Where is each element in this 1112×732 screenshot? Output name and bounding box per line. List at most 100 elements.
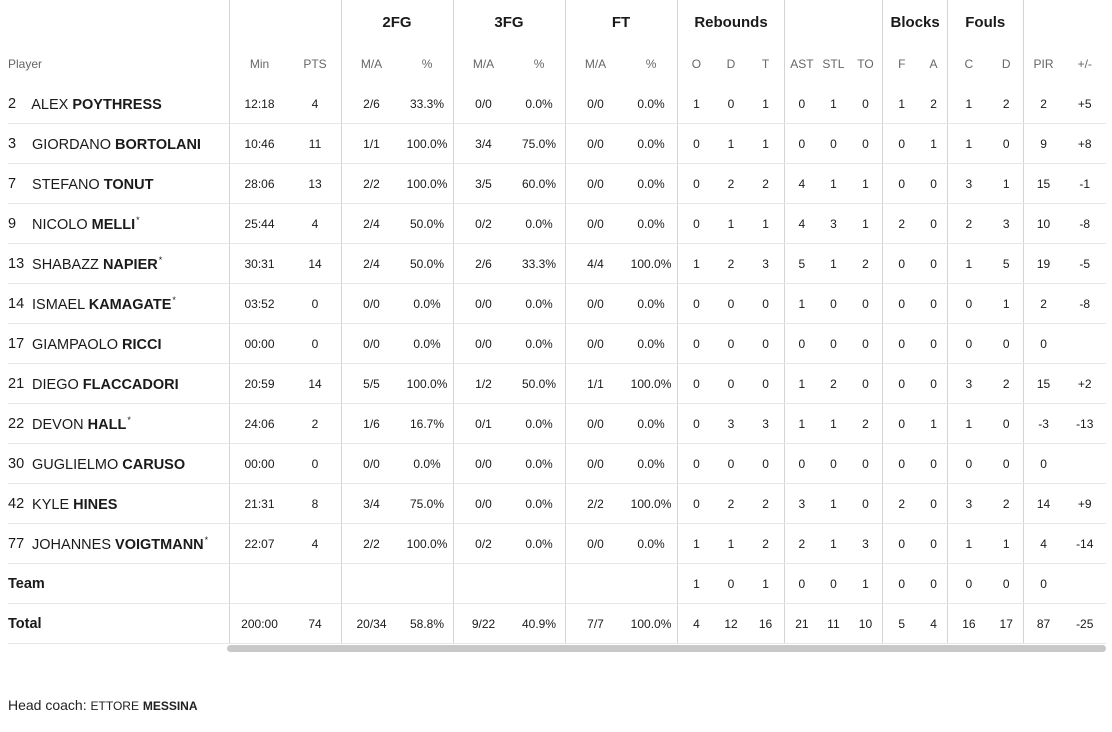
stat-2fg-pct: 100.0% bbox=[401, 123, 453, 164]
column-header-ft-ma: M/A bbox=[564, 44, 626, 84]
stat-min: 200:00 bbox=[228, 603, 290, 644]
player-name-cell[interactable]: 42 KYLE HINES bbox=[8, 483, 229, 524]
stat-ast: 1 bbox=[784, 283, 819, 324]
player-first-name: GIORDANO bbox=[32, 136, 111, 153]
stat-reb-t: 3 bbox=[746, 243, 785, 284]
stat-2fg-pct: 100.0% bbox=[401, 363, 453, 404]
player-name-cell[interactable]: 9 NICOLO MELLI* bbox=[8, 203, 229, 244]
stat-pir: 10 bbox=[1022, 203, 1064, 244]
stat-pir: -3 bbox=[1022, 403, 1064, 444]
stat-foul-c: 16 bbox=[946, 603, 990, 644]
stat-2fg-ma: 5/5 bbox=[340, 363, 402, 404]
stat-pts: 0 bbox=[289, 283, 341, 324]
player-name-cell[interactable]: 77 JOHANNES VOIGTMANN* bbox=[8, 523, 229, 564]
stat-blk-a: 0 bbox=[920, 203, 948, 244]
stat-blk-a: 0 bbox=[920, 283, 948, 324]
player-name-cell[interactable]: 14 ISMAEL KAMAGATE* bbox=[8, 283, 229, 324]
stat-pir: 0 bbox=[1022, 563, 1064, 604]
stat-to: 3 bbox=[848, 523, 883, 564]
stat-min: 03:52 bbox=[228, 283, 290, 324]
player-last-name: FLACCADORI bbox=[82, 376, 179, 393]
player-first-name: JOHANNES bbox=[32, 536, 111, 553]
stat-ft-pct: 0.0% bbox=[625, 283, 678, 324]
stat-ft-pct: 100.0% bbox=[625, 243, 678, 284]
column-header-plus-minus: +/- bbox=[1077, 57, 1092, 71]
stat-foul-d: 0 bbox=[989, 443, 1024, 484]
stat-min: 22:07 bbox=[228, 523, 290, 564]
player-number: 2 bbox=[8, 96, 17, 113]
stat-to: 2 bbox=[848, 403, 883, 444]
player-name-cell[interactable]: 21 DIEGO FLACCADORI bbox=[8, 363, 229, 404]
player-row: 21 DIEGO FLACCADORI 20:59 14 5/5 100.0% 1/2 50… bbox=[8, 363, 1106, 404]
stat-stl: 11 bbox=[818, 603, 849, 644]
head-coach-label: Head coach: bbox=[8, 697, 87, 713]
player-last-name: MELLI bbox=[91, 216, 136, 233]
player-last-name: HALL bbox=[87, 416, 127, 433]
stat-pir: 9 bbox=[1022, 123, 1064, 164]
stat-2fg-ma: 0/0 bbox=[340, 283, 402, 324]
stat-ast: 4 bbox=[784, 163, 819, 204]
column-header-2fg-ma: M/A bbox=[340, 44, 402, 84]
stat-3fg-pct: 0.0% bbox=[513, 323, 565, 364]
player-first-name: DIEGO bbox=[32, 376, 79, 393]
stat-to: 0 bbox=[848, 84, 883, 124]
column-header-stl: STL bbox=[822, 57, 845, 71]
player-name-cell[interactable]: 17 GIAMPAOLO RICCI bbox=[8, 323, 229, 364]
player-first-name: ISMAEL bbox=[32, 296, 85, 313]
stat-2fg-ma: 3/4 bbox=[340, 483, 402, 524]
stat-blk-a: 2 bbox=[920, 84, 948, 124]
stat-3fg-pct: 0.0% bbox=[513, 283, 565, 324]
stat-blk-a: 0 bbox=[920, 483, 948, 524]
stat-to: 0 bbox=[848, 283, 883, 324]
stat-reb-t: 1 bbox=[746, 563, 785, 604]
player-name-cell[interactable]: 7 STEFANO TONUT bbox=[8, 163, 229, 204]
total-label: Total bbox=[8, 603, 229, 644]
player-last-name: POYTHRESS bbox=[72, 96, 162, 113]
player-last-name: BORTOLANI bbox=[115, 136, 201, 153]
stat-ast: 1 bbox=[784, 363, 819, 404]
player-name-cell[interactable]: 3 GIORDANO BORTOLANI bbox=[8, 123, 229, 164]
stat-3fg-pct: 0.0% bbox=[513, 523, 565, 564]
stat-pts: 14 bbox=[289, 243, 341, 284]
stat-foul-d: 0 bbox=[989, 403, 1024, 444]
starter-marker: * bbox=[158, 254, 163, 265]
stat-3fg-pct: 40.9% bbox=[513, 603, 565, 644]
stat-pir: 0 bbox=[1022, 443, 1064, 484]
stat-pts: 74 bbox=[289, 603, 341, 644]
stat-foul-d: 2 bbox=[989, 483, 1024, 524]
player-last-name: NAPIER bbox=[102, 256, 158, 273]
stat-stl: 0 bbox=[818, 123, 849, 164]
stat-reb-o: 0 bbox=[676, 203, 716, 244]
player-row: 30 GUGLIELMO CARUSO 00:00 0 0/0 0.0% 0/0 0.0% 0… bbox=[8, 443, 1106, 484]
stat-reb-o: 0 bbox=[676, 483, 716, 524]
stat-3fg-ma: 0/2 bbox=[452, 203, 514, 244]
stat-blk-a: 0 bbox=[920, 523, 948, 564]
stat-reb-t: 0 bbox=[746, 283, 785, 324]
stat-to: 1 bbox=[848, 563, 883, 604]
player-name-cell[interactable]: 2 ALEX POYTHRESS bbox=[8, 84, 229, 124]
stat-3fg-ma: 9/22 bbox=[452, 603, 514, 644]
stat-foul-d: 3 bbox=[989, 203, 1024, 244]
stat-reb-o: 1 bbox=[676, 243, 716, 284]
stat-ast: 0 bbox=[784, 443, 819, 484]
stat-reb-d: 0 bbox=[715, 363, 747, 404]
player-name-cell[interactable]: 22 DEVON HALL* bbox=[8, 403, 229, 444]
starter-marker: * bbox=[172, 294, 176, 305]
stat-reb-d: 0 bbox=[715, 443, 747, 484]
stat-foul-c: 0 bbox=[946, 283, 990, 324]
head-coach-first-name: ETTORE bbox=[90, 699, 139, 713]
horizontal-scrollbar[interactable] bbox=[227, 645, 1106, 652]
player-name-cell[interactable]: 30 GUGLIELMO CARUSO bbox=[8, 443, 229, 484]
stat-to: 1 bbox=[848, 163, 883, 204]
column-header-row: Player Min PTS M/A% M/A% M/A% O D T AST STL TO F A C D P… bbox=[8, 44, 1106, 84]
column-header-ft-pct: % bbox=[645, 57, 657, 71]
stat-reb-o: 0 bbox=[676, 403, 716, 444]
player-name-cell[interactable]: 13 SHABAZZ NAPIER* bbox=[8, 243, 229, 284]
stat-blk-a: 1 bbox=[920, 403, 948, 444]
stat-foul-d: 5 bbox=[989, 243, 1024, 284]
stat-stl: 1 bbox=[818, 523, 849, 564]
stat-blk-f: 2 bbox=[882, 483, 921, 524]
head-coach: Head coach: ETTORE MESSINA bbox=[8, 697, 198, 713]
stat-foul-d: 17 bbox=[989, 603, 1024, 644]
column-header-pts: PTS bbox=[303, 57, 327, 71]
